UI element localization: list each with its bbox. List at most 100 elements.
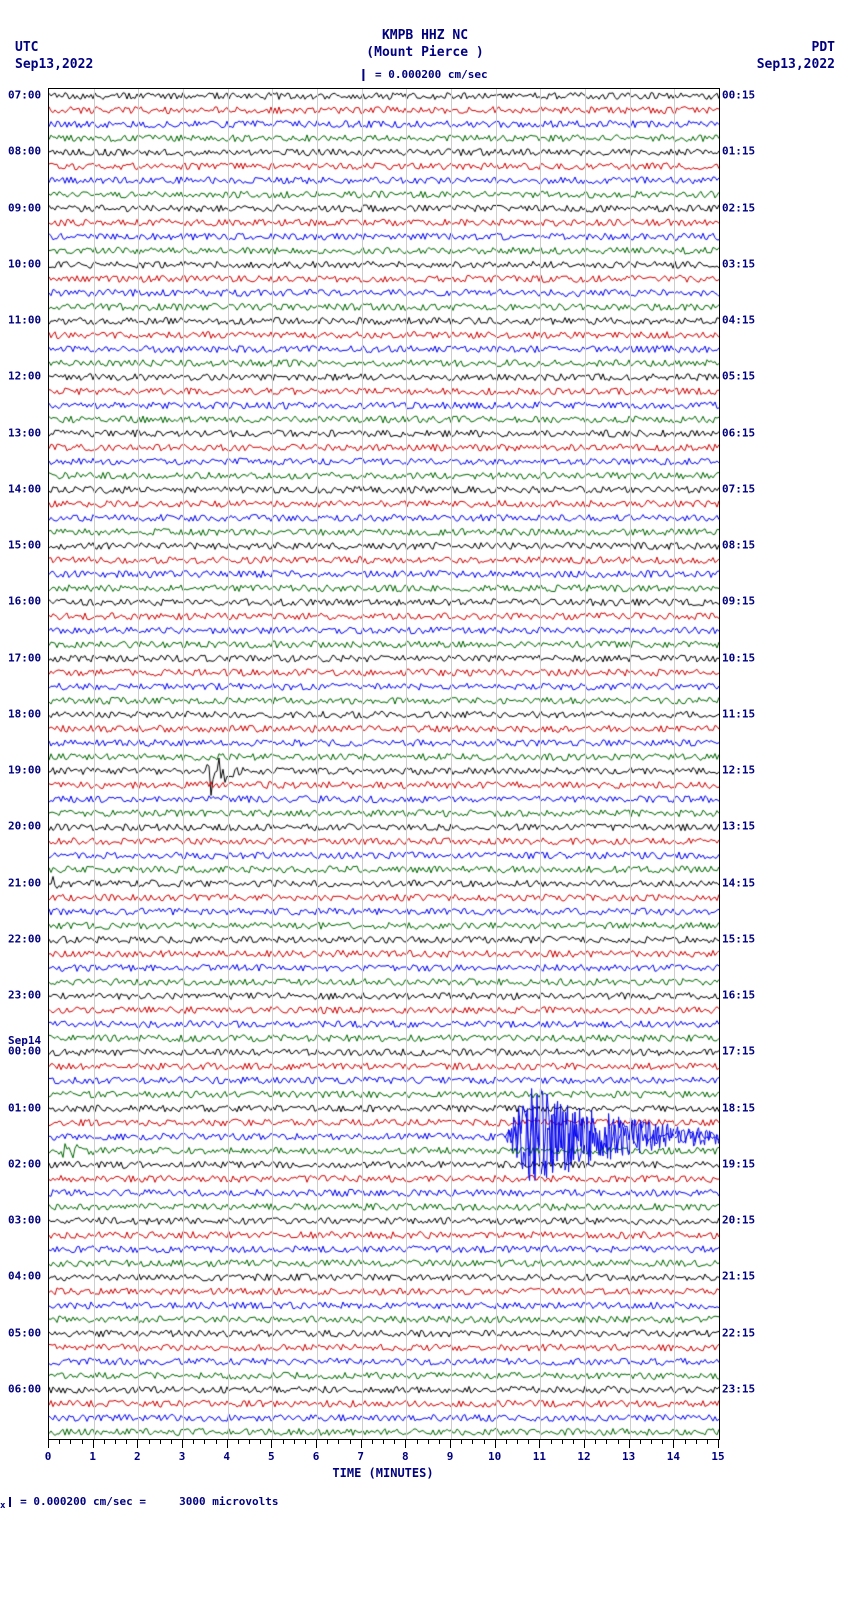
local-time-label: 17:15 xyxy=(722,1045,755,1058)
utc-time-label: 09:00 xyxy=(8,201,41,214)
x-tick xyxy=(584,1440,585,1448)
grid-line xyxy=(183,89,184,1439)
local-time-label: 03:15 xyxy=(722,257,755,270)
local-time-label: 07:15 xyxy=(722,482,755,495)
date-right-label: Sep13,2022 xyxy=(757,57,835,74)
x-tick-minor xyxy=(484,1440,485,1444)
x-tick-minor xyxy=(104,1440,105,1444)
x-tick-minor xyxy=(59,1440,60,1444)
x-tick xyxy=(271,1440,272,1448)
x-tick-minor xyxy=(439,1440,440,1444)
grid-line xyxy=(362,89,363,1439)
x-tick-label: 7 xyxy=(357,1450,364,1463)
footer-scale-b: 3000 microvolts xyxy=(179,1495,278,1508)
grid-line xyxy=(496,89,497,1439)
x-tick xyxy=(405,1440,406,1448)
grid-line xyxy=(585,89,586,1439)
x-tick-minor xyxy=(551,1440,552,1444)
x-tick-minor xyxy=(707,1440,708,1444)
x-tick-minor xyxy=(149,1440,150,1444)
utc-time-label: 17:00 xyxy=(8,651,41,664)
utc-time-label: 04:00 xyxy=(8,1270,41,1283)
x-tick-minor xyxy=(606,1440,607,1444)
x-tick-label: 3 xyxy=(179,1450,186,1463)
utc-time-label: 05:00 xyxy=(8,1326,41,1339)
x-tick-label: 8 xyxy=(402,1450,409,1463)
local-time-label: 22:15 xyxy=(722,1326,755,1339)
x-tick-label: 4 xyxy=(223,1450,230,1463)
utc-time-label: 02:00 xyxy=(8,1157,41,1170)
local-time-label: 00:15 xyxy=(722,89,755,102)
x-tick-minor xyxy=(115,1440,116,1444)
local-time-label: 11:15 xyxy=(722,707,755,720)
local-time-label: 10:15 xyxy=(722,651,755,664)
utc-time-label: 16:00 xyxy=(8,595,41,608)
header-center: KMPB HHZ NC (Mount Pierce ) xyxy=(366,28,483,62)
x-tick-minor xyxy=(696,1440,697,1444)
scale-bar-icon xyxy=(9,1497,11,1507)
x-tick-minor xyxy=(82,1440,83,1444)
x-tick-minor xyxy=(428,1440,429,1444)
scale-note: = 0.000200 cm/sec xyxy=(362,68,487,81)
x-tick-minor xyxy=(562,1440,563,1444)
utc-time-label: 22:00 xyxy=(8,932,41,945)
x-tick-minor xyxy=(204,1440,205,1444)
plot-area xyxy=(48,88,720,1440)
x-tick-label: 15 xyxy=(711,1450,724,1463)
utc-time-label: 08:00 xyxy=(8,145,41,158)
grid-line xyxy=(674,89,675,1439)
grid-line xyxy=(406,89,407,1439)
x-tick-label: 6 xyxy=(313,1450,320,1463)
x-tick-label: 12 xyxy=(577,1450,590,1463)
x-tick-minor xyxy=(193,1440,194,1444)
local-time-label: 20:15 xyxy=(722,1214,755,1227)
local-time-label: 05:15 xyxy=(722,370,755,383)
utc-time-label: 19:00 xyxy=(8,764,41,777)
x-tick-minor xyxy=(126,1440,127,1444)
grid-line xyxy=(630,89,631,1439)
scale-bar-icon xyxy=(362,69,364,81)
x-tick-minor xyxy=(573,1440,574,1444)
scale-text: = 0.000200 cm/sec xyxy=(375,68,488,81)
x-tick-label: 11 xyxy=(533,1450,546,1463)
x-tick-minor xyxy=(685,1440,686,1444)
x-tick xyxy=(93,1440,94,1448)
x-tick xyxy=(227,1440,228,1448)
grid-line xyxy=(228,89,229,1439)
utc-time-label: 06:00 xyxy=(8,1382,41,1395)
utc-time-label: 14:00 xyxy=(8,482,41,495)
utc-time-label: 07:00 xyxy=(8,89,41,102)
local-time-label: 14:15 xyxy=(722,876,755,889)
x-tick-minor xyxy=(595,1440,596,1444)
x-tick xyxy=(629,1440,630,1448)
x-tick-minor xyxy=(327,1440,328,1444)
x-tick-label: 10 xyxy=(488,1450,501,1463)
local-time-label: 01:15 xyxy=(722,145,755,158)
x-tick-label: 2 xyxy=(134,1450,141,1463)
utc-time-label: 18:00 xyxy=(8,707,41,720)
x-tick-minor xyxy=(171,1440,172,1444)
x-tick-minor xyxy=(350,1440,351,1444)
x-tick-label: 0 xyxy=(45,1450,52,1463)
local-time-label: 04:15 xyxy=(722,314,755,327)
local-time-label: 09:15 xyxy=(722,595,755,608)
local-time-label: 13:15 xyxy=(722,820,755,833)
utc-time-label: 23:00 xyxy=(8,989,41,1002)
x-tick-minor xyxy=(305,1440,306,1444)
utc-time-label: 21:00 xyxy=(8,876,41,889)
x-axis: 0123456789101112131415 TIME (MINUTES) xyxy=(48,1440,718,1480)
utc-time-label: 20:00 xyxy=(8,820,41,833)
local-time-label: 02:15 xyxy=(722,201,755,214)
header-right: PDT Sep13,2022 xyxy=(757,40,835,74)
x-tick-label: 9 xyxy=(447,1450,454,1463)
utc-time-label: 13:00 xyxy=(8,426,41,439)
x-tick xyxy=(316,1440,317,1448)
x-tick-minor xyxy=(260,1440,261,1444)
x-tick-minor xyxy=(640,1440,641,1444)
x-tick xyxy=(450,1440,451,1448)
local-time-label: 23:15 xyxy=(722,1382,755,1395)
seismogram-container: UTC Sep13,2022 KMPB HHZ NC (Mount Pierce… xyxy=(0,0,850,1613)
date-left-label: Sep13,2022 xyxy=(15,57,93,74)
x-tick-minor xyxy=(249,1440,250,1444)
local-time-label: 21:15 xyxy=(722,1270,755,1283)
